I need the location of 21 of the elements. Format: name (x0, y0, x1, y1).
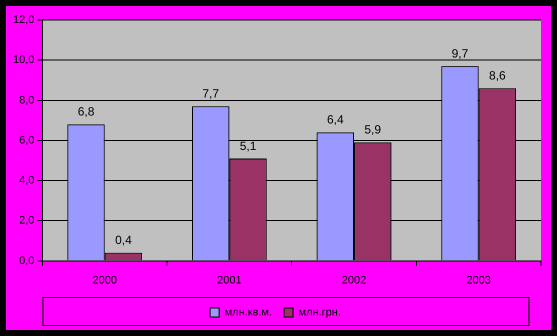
y-tick-label: 4,0 (19, 174, 34, 187)
legend-label: млн.грн. (298, 306, 341, 319)
y-tick-label: 2,0 (19, 214, 34, 227)
x-tick-label: 2002 (342, 274, 366, 286)
data-label: 6,4 (326, 112, 344, 127)
y-tick-label: 12,0 (12, 14, 34, 26)
x-tick-label: 2001 (217, 274, 242, 286)
y-tick-label: 0,0 (19, 254, 34, 267)
data-label: 5,9 (364, 122, 382, 137)
data-label: 9,7 (452, 46, 469, 60)
y-tick-label: 10,0 (12, 54, 34, 66)
y-tick-label: 6,0 (19, 134, 34, 146)
data-label: 0,4 (115, 233, 132, 248)
data-label: 5,1 (240, 138, 257, 153)
legend-label: млн.кв.м. (224, 306, 272, 319)
data-label: 8,6 (489, 68, 506, 83)
x-tick-label: 2000 (92, 274, 117, 286)
x-tick-label: 2003 (466, 274, 491, 286)
data-label: 7,7 (202, 86, 220, 101)
data-label: 6,8 (78, 104, 95, 119)
y-tick-label: 8,0 (19, 94, 34, 106)
